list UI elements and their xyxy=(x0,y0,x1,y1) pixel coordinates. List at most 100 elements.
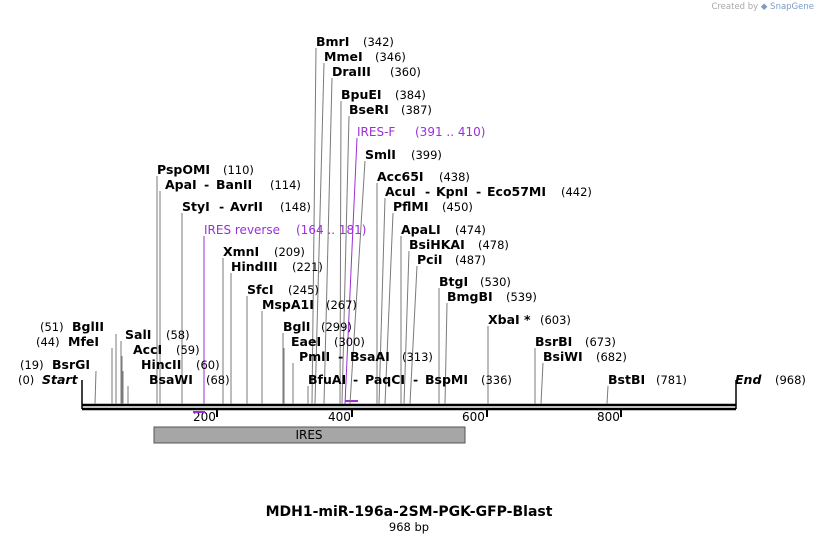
leader-acui xyxy=(378,197,386,405)
enzyme-pmli[interactable]: PmlI xyxy=(299,349,330,364)
snapgene-credit: Created by ◆ SnapGene xyxy=(711,2,814,12)
enzyme-pos-acui: (442) xyxy=(561,185,592,199)
enzyme-draiii[interactable]: DraIII xyxy=(332,64,371,79)
enzyme-sfci[interactable]: SfcI xyxy=(247,282,274,297)
enzyme-sep-styi: - xyxy=(219,199,224,214)
leader-bmgbi xyxy=(444,302,448,405)
enzyme-banii[interactable]: BanII xyxy=(216,177,252,192)
enzyme-eco57mi[interactable]: Eco57MI xyxy=(487,184,546,199)
enzyme-hincii[interactable]: HincII xyxy=(141,357,181,372)
backbone xyxy=(81,380,737,411)
enzyme-pos-bgli: (299) xyxy=(321,320,352,334)
enzyme-acui[interactable]: AcuI xyxy=(385,184,416,199)
enzyme-sep-apai: - xyxy=(204,177,209,192)
enzyme-pos-hincii: (60) xyxy=(196,358,220,372)
enzyme-pos-pcii: (487) xyxy=(455,253,486,267)
enzyme-pos-bglii: (51) xyxy=(40,320,64,334)
enzyme-bstbi[interactable]: BstBI xyxy=(608,372,645,387)
enzyme-apali[interactable]: ApaLI xyxy=(401,222,441,237)
leader-ires-f xyxy=(344,137,358,405)
map-title: MDH1-miR-196a-2SM-PGK-GFP-Blast xyxy=(266,504,553,520)
feature-ires-bar[interactable] xyxy=(153,426,466,444)
enzyme-hindiii[interactable]: HindIII xyxy=(231,259,278,274)
enzyme-bgli[interactable]: BglI xyxy=(283,319,310,334)
enzyme-bseri[interactable]: BseRI xyxy=(349,102,389,117)
enzyme-bfuai[interactable]: BfuAI xyxy=(308,372,346,387)
enzyme-xbai[interactable]: XbaI * xyxy=(488,312,531,327)
primer-ires-f[interactable]: IRES-F xyxy=(357,125,395,139)
enzyme-btgi[interactable]: BtgI xyxy=(439,274,468,289)
enzyme-pos-bsiwi: (682) xyxy=(596,350,627,364)
leader-lines xyxy=(94,47,609,405)
enzyme-pcii[interactable]: PciI xyxy=(417,252,443,267)
enzyme-sep-bfuai: - xyxy=(353,372,358,387)
enzyme-pos-bpuei: (384) xyxy=(395,88,426,102)
leader-bmri xyxy=(311,47,317,405)
enzyme-kpni[interactable]: KpnI xyxy=(436,184,468,199)
enzyme-pos-apali: (474) xyxy=(455,223,486,237)
enzyme-pos-eaei: (300) xyxy=(334,335,365,349)
leader-draiii xyxy=(323,77,333,405)
enzyme-apai[interactable]: ApaI xyxy=(165,177,197,192)
enzyme-mfei[interactable]: MfeI xyxy=(68,334,99,349)
enzyme-mmei[interactable]: MmeI xyxy=(324,49,363,64)
primer-ires-reverse[interactable]: IRES reverse xyxy=(204,223,280,237)
enzyme-sep-paqci: - xyxy=(413,372,418,387)
enzyme-pos-xbai: (603) xyxy=(540,313,571,327)
enzyme-bsiwi[interactable]: BsiWI xyxy=(543,349,583,364)
enzyme-pos-xmni: (209) xyxy=(274,245,305,259)
enzyme-styi[interactable]: StyI xyxy=(182,199,210,214)
enzyme-bspmi[interactable]: BspMI xyxy=(425,372,468,387)
end-label: End xyxy=(735,372,762,387)
feature-ires[interactable]: IRES xyxy=(153,426,466,444)
leader-bstbi xyxy=(606,385,609,405)
leader-bsiwi xyxy=(540,362,544,405)
enzyme-eaei[interactable]: EaeI xyxy=(291,334,321,349)
enzyme-pos-btgi: (530) xyxy=(480,275,511,289)
leader-beseri xyxy=(341,115,350,405)
enzyme-pos-acci: (59) xyxy=(176,343,200,357)
enzyme-bsrbi[interactable]: BsrBI xyxy=(535,334,572,349)
credit-prefix: Created by xyxy=(711,2,759,12)
enzyme-paqci[interactable]: PaqCI xyxy=(365,372,405,387)
enzyme-pspomi[interactable]: PspOMI xyxy=(157,162,210,177)
enzyme-bsawi[interactable]: BsaWI xyxy=(149,372,193,387)
enzyme-pos-bsihkai: (478) xyxy=(478,238,509,252)
enzyme-sep-pmli: - xyxy=(338,349,343,364)
tick-label-800: 800 xyxy=(597,410,620,424)
leader-bsihkai xyxy=(403,250,410,405)
enzyme-pos-mspa1i: (267) xyxy=(326,298,357,312)
enzyme-pos-pflmi: (450) xyxy=(442,200,473,214)
enzyme-avrii[interactable]: AvrII xyxy=(230,199,263,214)
enzyme-bsrgi[interactable]: BsrGI xyxy=(52,357,90,372)
enzyme-pos-bsrgi: (19) xyxy=(20,358,44,372)
leader-pcii xyxy=(409,265,418,405)
enzyme-bglii[interactable]: BglII xyxy=(72,319,104,334)
enzyme-pos-bstbi: (781) xyxy=(656,373,687,387)
enzyme-bpuei[interactable]: BpuEI xyxy=(341,87,382,102)
enzyme-sep-kpni: - xyxy=(476,184,481,199)
end-pos: (968) xyxy=(775,373,806,387)
enzyme-pos-bmri: (342) xyxy=(363,35,394,49)
enzyme-pos-pmli: (313) xyxy=(402,350,433,364)
enzyme-pflmi[interactable]: PflMI xyxy=(393,199,429,214)
enzyme-pos-sfci: (245) xyxy=(288,283,319,297)
enzyme-bsihkai[interactable]: BsiHKAI xyxy=(409,237,465,252)
enzyme-pos-mmei: (346) xyxy=(375,50,406,64)
enzyme-sali[interactable]: SalI xyxy=(125,327,151,342)
enzyme-labels: (19) BsrGI (44) MfeI (51) BglII SalI (58… xyxy=(20,34,687,387)
enzyme-bsaai[interactable]: BsaAI xyxy=(350,349,390,364)
primer-ires-f-range: (391 .. 410) xyxy=(415,125,485,139)
tick-label-600: 600 xyxy=(462,410,485,424)
leader-smli xyxy=(349,160,366,405)
primer-ires-reverse-range: (164 .. 181) xyxy=(296,223,366,237)
enzyme-bmgbi[interactable]: BmgBI xyxy=(447,289,493,304)
primer-labels: IRES-F (391 .. 410) IRES reverse (164 ..… xyxy=(204,125,485,237)
enzyme-acci[interactable]: AccI xyxy=(133,342,162,357)
enzyme-mspa1i[interactable]: MspA1I xyxy=(262,297,314,312)
enzyme-bmri[interactable]: BmrI xyxy=(316,34,349,49)
enzyme-xmni[interactable]: XmnI xyxy=(223,244,259,259)
enzyme-acc65i[interactable]: Acc65I xyxy=(377,169,424,184)
enzyme-smli[interactable]: SmlI xyxy=(365,147,396,162)
